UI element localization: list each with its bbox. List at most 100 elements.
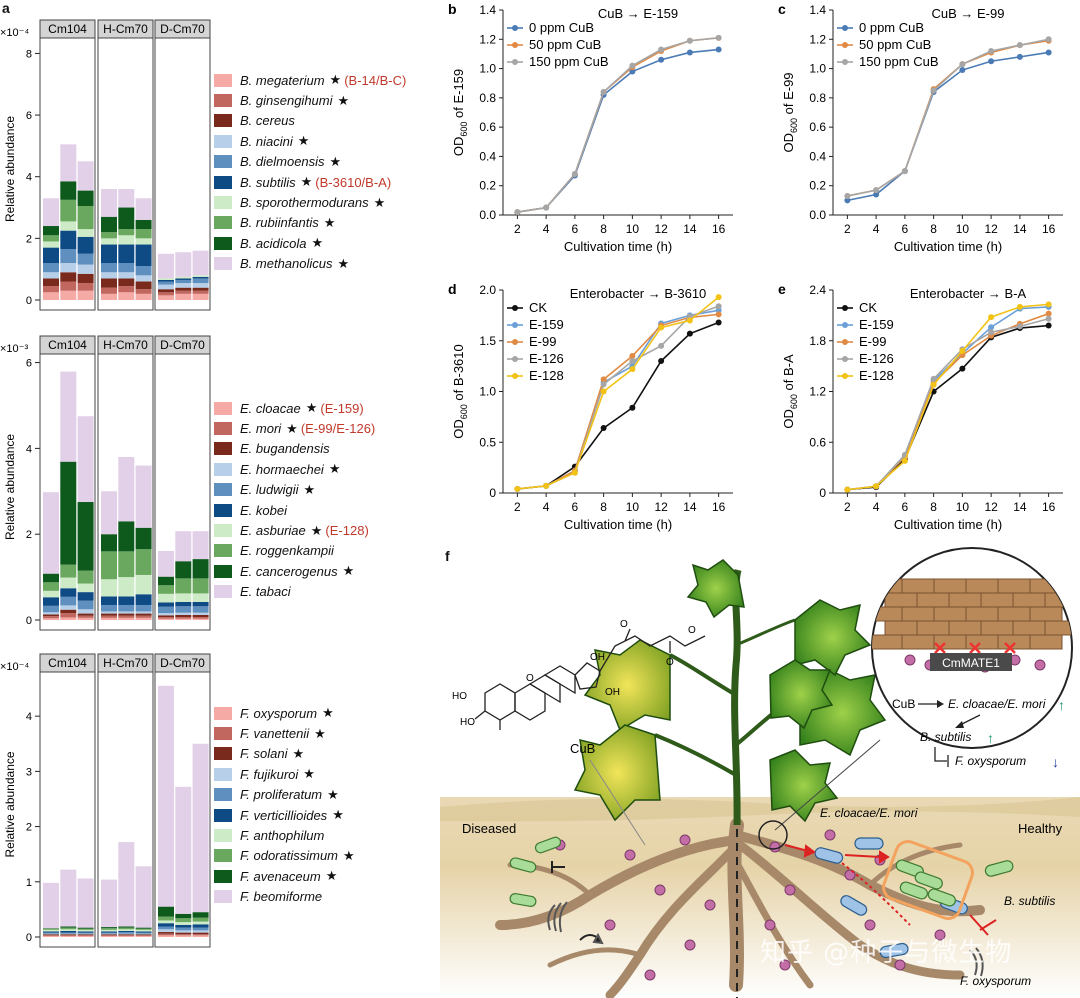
bar-segment	[101, 287, 117, 294]
data-point	[514, 485, 521, 492]
panel-label: d	[448, 281, 457, 297]
star-icon: ★	[332, 807, 344, 823]
x-tick-label: 8	[600, 222, 607, 236]
series-line	[847, 51, 1049, 202]
root-zoom-marker	[758, 820, 788, 850]
bar-segment	[101, 879, 117, 928]
group-frame	[39, 671, 96, 948]
series-line	[517, 37, 719, 213]
data-point	[959, 347, 966, 354]
x-axis-label: Cultivation time (h)	[564, 239, 672, 254]
legend-entry: E. bugandensis	[214, 439, 375, 459]
group-frame	[97, 671, 154, 948]
legend-species-name: F. oxysporum	[240, 705, 318, 721]
bar-segment	[118, 615, 135, 618]
y-tick-label: 0	[819, 486, 826, 500]
data-point	[844, 192, 851, 199]
bar-segment	[192, 601, 209, 607]
data-point	[1045, 36, 1052, 43]
data-point	[873, 191, 880, 198]
data-point	[988, 324, 995, 331]
bar-segment	[60, 929, 77, 931]
bar-segment	[118, 611, 135, 614]
legend-entry: B. acidicola ★	[214, 233, 406, 253]
bar-segment	[77, 273, 94, 284]
bar-segment	[60, 935, 77, 937]
series-line	[847, 38, 1049, 197]
x-axis-label: Cultivation time (h)	[564, 517, 672, 532]
strain-tag: (E-99/E-126)	[300, 421, 376, 437]
bar-segment	[175, 786, 192, 914]
bar-segment	[101, 534, 117, 552]
star-icon: ★	[323, 214, 336, 230]
star-icon: ★	[300, 174, 313, 190]
data-point	[686, 37, 693, 44]
legend-species-name: E. roggenkampii	[240, 543, 334, 559]
bar-segment	[118, 272, 135, 279]
bar-segment	[158, 602, 174, 607]
y-axis-label: Relative abundance	[3, 116, 17, 222]
bar-segment	[175, 279, 192, 284]
bar-segment	[135, 615, 152, 618]
bar-segment	[60, 588, 77, 597]
bar-segment	[135, 617, 152, 620]
inset-label-oxysporum: F. oxysporum	[955, 754, 1026, 768]
legend-species-name: F. avenaceum	[240, 868, 321, 884]
bar-segment	[192, 250, 209, 276]
data-point	[901, 168, 908, 175]
bar-segment	[77, 609, 94, 614]
bar-segment	[60, 932, 77, 934]
bar-segment	[60, 199, 77, 222]
bar-segment	[192, 927, 209, 931]
legend-marker	[842, 373, 848, 379]
x-tick-label: 8	[600, 500, 607, 514]
bar-segment	[175, 618, 192, 620]
legend-label: E-128	[529, 368, 564, 383]
legend-entry: B. niacini ★	[214, 131, 406, 151]
bar-segment	[60, 935, 77, 936]
bacteria-cluster-highlight	[882, 840, 974, 920]
data-point	[600, 376, 607, 383]
star-icon: ★	[329, 153, 342, 169]
data-point	[930, 87, 937, 94]
y-tick-label: 2	[26, 529, 32, 541]
y-tick-label: 0.0	[479, 208, 496, 222]
legend-label: 0 ppm CuB	[529, 20, 594, 35]
bar-segment	[158, 923, 174, 927]
chem-o-4: O	[688, 625, 696, 636]
bar-segment	[101, 931, 117, 933]
bar-segment	[175, 934, 192, 936]
legend-entry: F. vanettenii ★	[214, 723, 355, 743]
bar-segment	[175, 278, 192, 280]
bar-segment	[158, 920, 174, 924]
legend-entry: E. roggenkampii	[214, 541, 375, 561]
bar-segment	[192, 278, 209, 284]
legend-label: E-128	[859, 368, 894, 383]
panel-label: b	[448, 1, 457, 17]
legend-enterobacter: E. cloacae ★ (E-159) E. mori ★ (E-99/E-126) E.…	[214, 398, 375, 602]
group-frame	[39, 353, 96, 631]
bar-segment	[158, 932, 174, 934]
bar-segment	[43, 582, 59, 591]
legend-species-name: E. hormaechei	[240, 461, 324, 477]
y-axis-label: OD600 of E-99	[781, 72, 799, 152]
legend-species-name: B. dielmoensis	[240, 154, 325, 170]
legend-marker	[512, 322, 518, 328]
bar-segment	[135, 933, 152, 935]
bar-segment	[175, 932, 192, 935]
bar-segment	[101, 491, 117, 535]
bar-segment	[77, 502, 94, 571]
legend-species-name: B. subtilis	[240, 174, 296, 190]
series-line	[847, 303, 1049, 491]
legend-swatch	[214, 788, 232, 802]
y-tick-label: 0.4	[809, 149, 826, 163]
bar-segment	[118, 934, 135, 936]
legend-swatch	[214, 727, 232, 741]
data-point	[686, 317, 693, 324]
bar-segment	[43, 590, 59, 598]
data-point	[1016, 303, 1023, 310]
bar-segment	[135, 281, 152, 290]
y-tick-label: 2	[26, 822, 32, 834]
x-tick-label: 16	[1042, 500, 1056, 514]
bar-segment	[43, 933, 59, 935]
